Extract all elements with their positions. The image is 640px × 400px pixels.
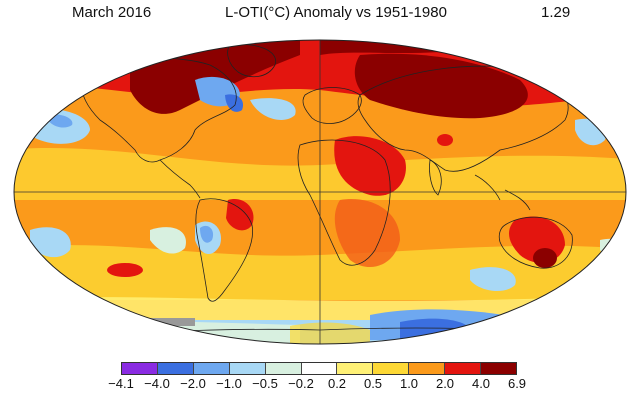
color-scale-label: 0.2 xyxy=(327,376,347,391)
color-scale-label: −0.5 xyxy=(252,376,278,391)
color-scale-swatch xyxy=(337,363,374,374)
color-scale-label: −4.1 xyxy=(108,376,134,391)
color-scale-label: −0.2 xyxy=(288,376,314,391)
color-scale-label: 4.0 xyxy=(471,376,491,391)
color-scale-swatch xyxy=(157,363,194,374)
color-scale-swatch xyxy=(481,363,516,374)
map-title: L-OTI(°C) Anomaly vs 1951-1980 xyxy=(225,4,447,21)
period-label: March 2016 xyxy=(72,4,152,21)
color-scale-label: −4.0 xyxy=(144,376,170,391)
color-scale-swatch xyxy=(193,363,230,374)
global-mean-value: 1.29 xyxy=(541,4,571,21)
color-scale-labels: −4.1 −4.0 −2.0 −1.0 −0.5 −0.2 0.2 0.5 1.0 2.0 4.0 6… xyxy=(108,376,526,394)
globe-outline xyxy=(13,39,627,345)
color-scale-swatch xyxy=(265,363,302,374)
color-scale-label: 0.5 xyxy=(363,376,383,391)
color-scale-swatch xyxy=(409,363,446,374)
color-scale-swatch xyxy=(229,363,266,374)
color-scale-label: 2.0 xyxy=(435,376,455,391)
color-scale-label: 6.9 xyxy=(507,376,527,391)
color-scale-swatch xyxy=(122,363,158,374)
color-scale-swatch xyxy=(373,363,410,374)
color-scale-label: −1.0 xyxy=(216,376,242,391)
color-scale-bar xyxy=(121,362,517,375)
color-scale-swatch xyxy=(445,363,482,374)
color-scale-label: 1.0 xyxy=(399,376,419,391)
color-scale-swatch xyxy=(301,363,338,374)
color-scale-label: −2.0 xyxy=(180,376,206,391)
